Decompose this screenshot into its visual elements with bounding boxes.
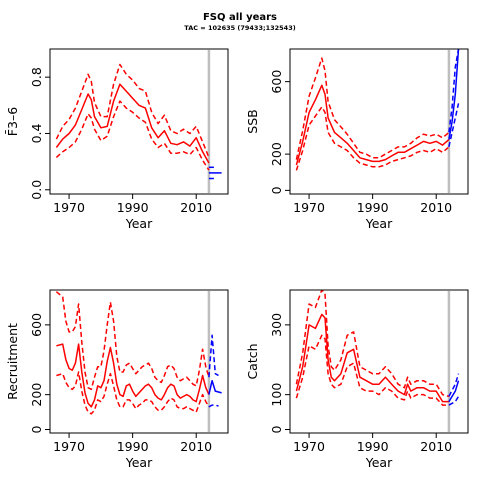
recruitment-x-axis-label: Year xyxy=(125,455,153,470)
ssb-y-axis-label: SSB xyxy=(245,109,260,133)
recruitment-y-axis-label: Recruitment xyxy=(5,323,20,400)
recruitment-x-tick-label: 1970 xyxy=(53,439,85,454)
recruitment-x-tick-label: 1990 xyxy=(117,439,149,454)
catch-forecast-line xyxy=(448,380,460,402)
recruitment-y-tick-label: 200 xyxy=(29,383,44,407)
ssb-series-group xyxy=(295,49,460,171)
recruitment-forecast-lower-line xyxy=(208,404,219,408)
f-panel: 1970 1990 2010 0.0 0.4 0.8 Year F̄3–6 xyxy=(5,48,229,231)
ssb-y-tick-label: 200 xyxy=(269,142,284,166)
catch-x-tick-label: 2010 xyxy=(420,439,452,454)
recruitment-y-tick-label: 0 xyxy=(29,425,44,433)
recruitment-x-tick-label: 2010 xyxy=(180,439,212,454)
recruitment-estimate-lower-line xyxy=(56,371,210,415)
f-y-tick-label: 0.4 xyxy=(29,123,44,143)
ssb-estimate-upper-line xyxy=(295,57,450,160)
f-y-tick-label: 0.0 xyxy=(29,180,44,200)
recruitment-series-group xyxy=(55,291,222,415)
panels-group: 1970 1990 2010 0.0 0.4 0.8 Year F̄3–6 1970 1990 20… xyxy=(5,48,469,470)
ssb-x-tick-label: 1970 xyxy=(293,200,325,215)
catch-y-tick-label: 0 xyxy=(269,425,284,433)
f-x-axis-label: Year xyxy=(125,216,153,231)
recruitment-plot-frame xyxy=(49,289,229,434)
f-series-group xyxy=(55,63,222,180)
figure-title: FSQ all years xyxy=(203,12,277,23)
catch-series-group xyxy=(295,290,460,406)
ssb-y-tick-label: 600 xyxy=(269,70,284,94)
figure-subtitle: TAC = 102635 (79433;132543) xyxy=(184,24,295,32)
f-x-tick-label: 1990 xyxy=(117,200,149,215)
recruitment-estimate-upper-line xyxy=(55,291,210,391)
catch-y-tick-label: 300 xyxy=(269,313,284,337)
catch-forecast-upper-line xyxy=(448,373,460,397)
ssb-x-tick-label: 1990 xyxy=(357,200,389,215)
ssb-x-axis-label: Year xyxy=(365,216,393,231)
f-x-tick-label: 2010 xyxy=(180,200,212,215)
ssb-forecast-line xyxy=(448,49,460,140)
ssb-panel: 1970 1990 2010 0 200 600 Year SSB xyxy=(245,48,469,231)
recruitment-forecast-line xyxy=(208,379,222,395)
ssb-y-tick-label: 0 xyxy=(269,186,284,194)
catch-estimate-lower-line xyxy=(295,334,449,406)
catch-forecast-lower-line xyxy=(448,396,460,406)
catch-estimate-line xyxy=(295,313,449,403)
recruitment-panel: 1970 1990 2010 0 200 600 Year Recruitment xyxy=(5,289,229,470)
catch-x-tick-label: 1990 xyxy=(357,439,389,454)
f-y-tick-label: 0.8 xyxy=(29,67,44,87)
catch-plot-frame xyxy=(289,289,469,434)
f-estimate-line xyxy=(55,83,210,164)
catch-y-tick-label: 100 xyxy=(269,383,284,407)
catch-x-tick-label: 1970 xyxy=(293,439,325,454)
recruitment-y-tick-label: 600 xyxy=(29,313,44,337)
recruitment-forecast-upper-line xyxy=(208,334,219,378)
catch-x-axis-label: Year xyxy=(365,455,393,470)
f-estimate-lower-line xyxy=(55,100,210,171)
catch-panel: 1970 1990 2010 0 100 300 Year Catch xyxy=(245,289,469,470)
ssb-plot-frame xyxy=(289,48,469,195)
catch-estimate-upper-line xyxy=(295,290,450,398)
catch-y-axis-label: Catch xyxy=(245,343,260,379)
f-estimate-upper-line xyxy=(55,63,210,158)
f-plot-frame xyxy=(49,48,229,195)
ssb-forecast-upper-line xyxy=(448,49,460,133)
ssb-x-tick-label: 2010 xyxy=(420,200,452,215)
ssb-estimate-line xyxy=(295,84,450,166)
f-x-tick-label: 1970 xyxy=(53,200,85,215)
recruitment-estimate-line xyxy=(56,343,210,408)
f-y-axis-label: F̄3–6 xyxy=(5,107,20,136)
